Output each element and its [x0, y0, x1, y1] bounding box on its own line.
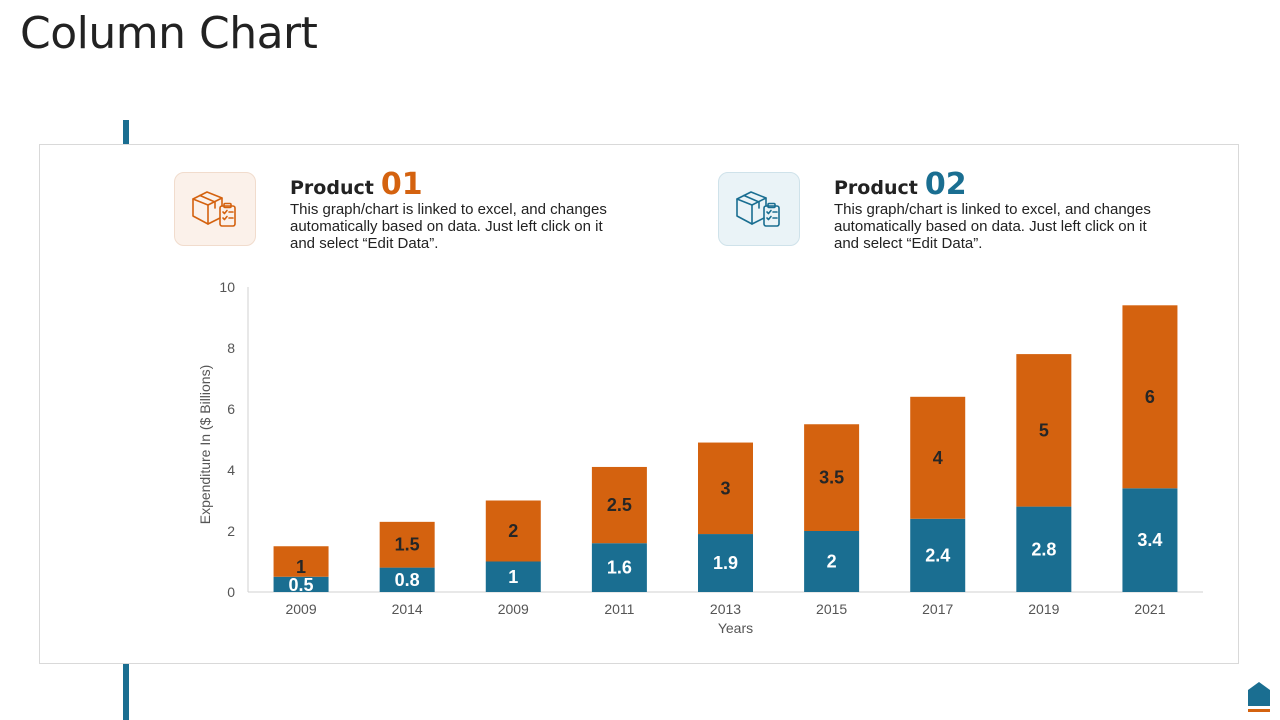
product-01-description: This graph/chart is linked to excel, and…	[290, 201, 607, 252]
data-label-product-02: 2.5	[607, 495, 632, 515]
x-axis-title: Years	[718, 620, 753, 636]
data-label-product-01: 2	[827, 552, 837, 572]
data-label-product-01: 1.6	[607, 558, 632, 578]
box-checklist-icon	[192, 191, 236, 227]
bar-product-01	[485, 561, 541, 592]
product-02-icon-card	[718, 172, 800, 246]
data-label-product-01: 2.8	[1031, 539, 1056, 559]
x-tick-label: 2021	[1134, 601, 1165, 617]
y-tick-label: 0	[227, 584, 235, 600]
product-02-number: 02	[924, 167, 967, 202]
y-tick-label: 4	[227, 462, 235, 478]
x-tick-label: 2011	[604, 601, 634, 617]
x-tick-label: 2019	[1028, 601, 1059, 617]
x-tick-label: 2013	[710, 601, 741, 617]
page-title: Column Chart	[20, 8, 318, 59]
data-label-product-02: 1.5	[395, 535, 420, 555]
data-label-product-02: 6	[1145, 387, 1155, 407]
bar-product-01	[273, 576, 329, 592]
data-label-product-02: 3	[720, 478, 730, 498]
y-tick-label: 10	[219, 279, 235, 295]
data-label-product-01: 3.4	[1137, 530, 1162, 550]
data-label-product-01: 0.8	[395, 570, 420, 590]
x-tick-label: 2009	[285, 601, 316, 617]
bar-product-02	[485, 500, 541, 562]
y-axis-title: Expenditure In ($ Billions)	[197, 365, 213, 525]
x-tick-label: 2015	[816, 601, 847, 617]
product-01-icon-card	[174, 172, 256, 246]
bar-product-01	[1016, 506, 1072, 592]
y-tick-label: 2	[227, 523, 235, 539]
y-tick-label: 8	[227, 340, 235, 356]
bar-product-01	[379, 567, 435, 592]
x-tick-label: 2017	[922, 601, 953, 617]
product-02-block: Product 02 This graph/chart is linked to…	[834, 167, 1164, 253]
y-tick-label: 6	[227, 401, 235, 417]
bar-product-02	[591, 466, 647, 544]
bar-product-02	[1016, 354, 1072, 507]
product-01-block: Product 01 This graph/chart is linked to…	[290, 167, 620, 253]
data-label-product-02: 3.5	[819, 468, 844, 488]
data-label-product-02: 1	[296, 557, 306, 577]
data-label-product-01: 2.4	[925, 545, 950, 565]
bar-product-01	[591, 543, 647, 592]
x-tick-label: 2014	[392, 601, 423, 617]
home-icon[interactable]	[1246, 680, 1272, 714]
data-label-product-02: 4	[933, 448, 943, 468]
data-label-product-01: 1.9	[713, 553, 738, 573]
bar-product-02	[379, 521, 435, 568]
bar-product-02	[273, 546, 329, 577]
product-02-description: This graph/chart is linked to excel, and…	[834, 201, 1151, 252]
bar-product-02	[698, 442, 753, 535]
bar-product-02	[910, 396, 966, 519]
box-checklist-icon	[736, 191, 780, 227]
product-01-number: 01	[380, 167, 423, 202]
data-label-product-01: 1	[508, 567, 518, 587]
bar-product-01	[910, 518, 966, 592]
product-02-label: Product	[834, 177, 918, 199]
x-tick-label: 2009	[498, 601, 529, 617]
bar-product-01	[698, 534, 753, 592]
bar-product-02	[804, 424, 860, 531]
data-label-product-02: 5	[1039, 420, 1049, 440]
product-01-label: Product	[290, 177, 374, 199]
data-label-product-02: 2	[508, 521, 518, 541]
bar-product-01	[804, 531, 860, 592]
bar-product-01	[1122, 488, 1178, 592]
data-label-product-01: 0.5	[289, 575, 314, 595]
bar-product-02	[1122, 305, 1178, 489]
